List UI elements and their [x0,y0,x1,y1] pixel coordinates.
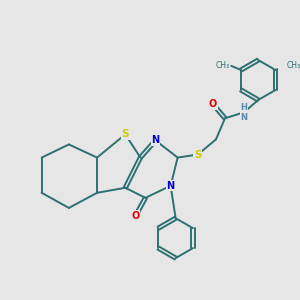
Text: H
N: H N [241,103,248,122]
Text: N: N [152,135,160,146]
Text: N: N [167,181,175,191]
Text: CH₃: CH₃ [286,61,300,70]
Text: O: O [209,99,217,109]
Text: S: S [194,149,202,160]
Text: O: O [131,211,140,221]
Text: S: S [122,129,129,140]
Text: CH₃: CH₃ [216,61,230,70]
